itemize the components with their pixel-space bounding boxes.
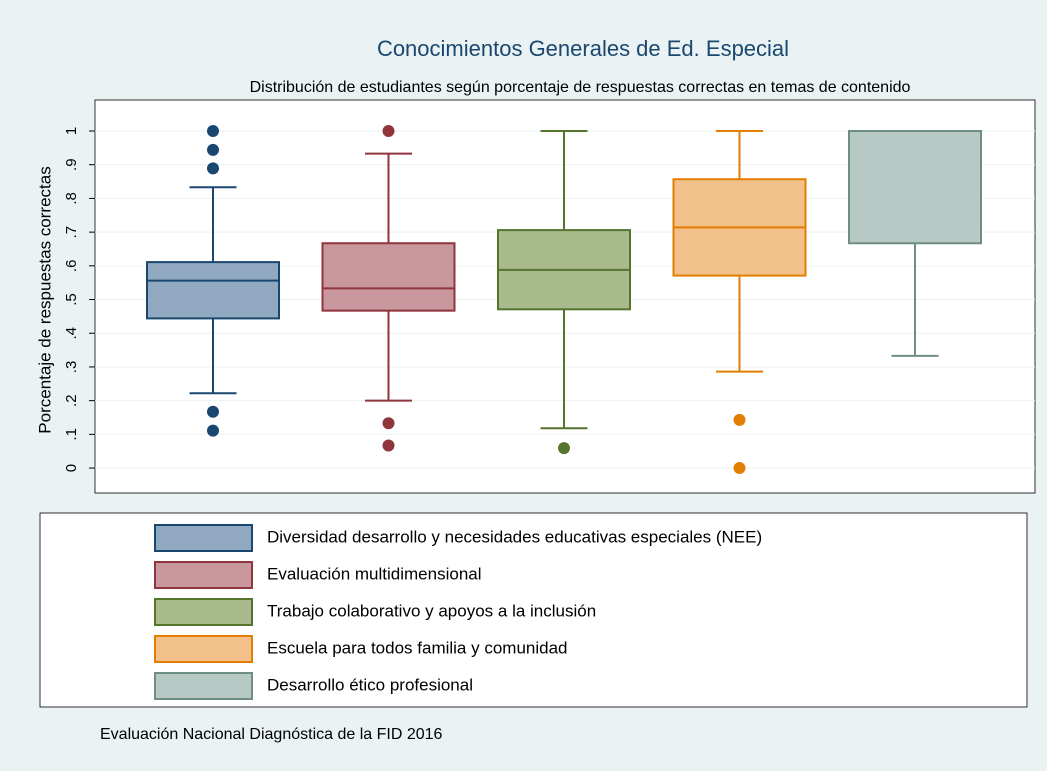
outlier <box>558 442 570 455</box>
y-tick-label: .7 <box>63 226 80 239</box>
y-tick-label: .9 <box>63 158 80 171</box>
legend-label: Diversidad desarrollo y necesidades educ… <box>267 527 762 546</box>
legend-label: Evaluación multidimensional <box>267 564 482 583</box>
outlier <box>207 405 219 418</box>
box-group <box>848 130 982 357</box>
legend-swatch <box>154 635 253 663</box>
legend-label: Trabajo colaborativo y apoyos a la inclu… <box>267 601 596 620</box>
y-tick-label: .8 <box>63 192 80 205</box>
box-group <box>672 130 807 475</box>
legend-label: Desarrollo ético profesional <box>267 675 473 694</box>
y-tick-label: .5 <box>63 293 80 306</box>
legend-swatch <box>154 598 253 626</box>
note: Evaluación Nacional Diagnóstica de la FI… <box>100 726 443 743</box>
legend-swatch <box>154 672 253 700</box>
y-tick-label: 1 <box>63 127 80 135</box>
outlier <box>207 143 219 156</box>
box-group <box>146 125 280 437</box>
legend-label: Escuela para todos familia y comunidad <box>267 638 568 657</box>
y-tick-label: .4 <box>63 327 80 340</box>
chart-title: Conocimientos Generales de Ed. Especial <box>377 36 789 61</box>
outlier <box>207 162 219 175</box>
box <box>848 130 982 245</box>
box <box>146 261 280 320</box>
y-axis-label: Porcentaje de respuestas correctas <box>35 166 54 433</box>
y-tick-label: .3 <box>63 361 80 374</box>
box-group <box>321 125 456 452</box>
legend-swatch <box>154 561 253 589</box>
y-tick-label: .6 <box>63 260 80 273</box>
box <box>321 242 456 312</box>
legend-swatch <box>154 524 253 552</box>
box-group <box>497 130 631 455</box>
outlier <box>733 413 746 426</box>
y-tick-label: .1 <box>63 428 80 441</box>
y-tick-label: 0 <box>63 464 80 472</box>
outlier <box>382 439 395 452</box>
y-tick-label: .2 <box>63 394 80 407</box>
outlier <box>382 125 395 138</box>
outlier <box>207 424 219 437</box>
outlier <box>733 462 746 475</box>
outlier <box>382 417 395 430</box>
outlier <box>207 125 219 138</box>
chart-subtitle: Distribución de estudiantes según porcen… <box>250 79 911 96</box>
